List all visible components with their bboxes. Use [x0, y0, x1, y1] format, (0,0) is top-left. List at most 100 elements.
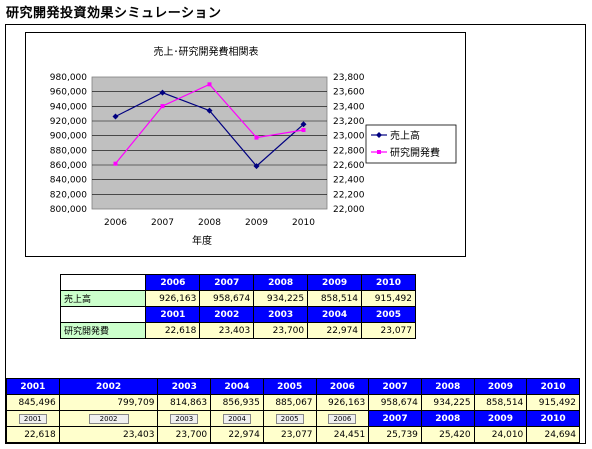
rd-cell[interactable]: 22,618 — [6, 426, 60, 443]
x-tick-label: 2007 — [151, 218, 174, 228]
year-header[interactable]: 2006 — [315, 378, 370, 395]
rd-cell[interactable]: 23,403 — [199, 322, 255, 339]
rd-cell[interactable]: 22,974 — [307, 322, 363, 339]
right-tick-label: 23,600 — [333, 88, 365, 98]
year-header[interactable]: 2009 — [473, 378, 528, 395]
year-button[interactable]: 2003 — [170, 413, 199, 424]
left-tick-label: 900,000 — [50, 132, 87, 142]
x-axis-ticks: 2006 2007 2008 2009 2010 — [104, 218, 315, 228]
data-point — [301, 128, 306, 133]
rd-cell[interactable]: 25,739 — [368, 426, 422, 443]
rd-cell[interactable]: 23,700 — [253, 322, 309, 339]
sales-cell[interactable]: 858,514 — [473, 394, 528, 411]
history-table: 2001 2002 2003 2004 2005 2006 2007 2008 2009 2010… — [6, 378, 580, 443]
sales-cell[interactable]: 856,935 — [210, 394, 264, 411]
table-row: 2001 2002 2003 2004 2005 2006 2007 2008 2009 2010 — [6, 410, 580, 427]
right-tick-label: 22,000 — [333, 205, 365, 215]
correlation-chart: 売上･研究開発費相関表 800,000 820,000 840,000 860,000… — [50, 45, 457, 247]
sales-cell[interactable]: 915,492 — [361, 290, 416, 307]
sales-cell[interactable]: 934,225 — [253, 290, 309, 307]
year-header[interactable]: 2001 — [145, 306, 201, 323]
year-header[interactable]: 2003 — [253, 306, 309, 323]
table-row: 売上高 926,163 958,674 934,225 858,514 915,… — [59, 290, 416, 307]
table-row: 2006 2007 2008 2009 2010 — [59, 274, 416, 291]
year-header[interactable]: 2005 — [262, 378, 317, 395]
rd-cell[interactable]: 23,077 — [262, 426, 317, 443]
rd-cell[interactable]: 23,700 — [157, 426, 212, 443]
year-header[interactable]: 2010 — [526, 410, 580, 427]
table-row: 2001 2002 2003 2004 2005 — [59, 306, 416, 323]
left-tick-label: 880,000 — [50, 146, 87, 156]
right-tick-label: 23,800 — [333, 73, 365, 83]
year-button[interactable]: 2005 — [275, 413, 304, 424]
year-button[interactable]: 2006 — [328, 413, 357, 424]
rd-cell[interactable]: 24,010 — [473, 426, 528, 443]
year-header[interactable]: 2008 — [420, 378, 475, 395]
year-header[interactable]: 2002 — [199, 306, 255, 323]
left-tick-label: 940,000 — [50, 102, 87, 112]
legend: 売上高 研究開発費 — [365, 124, 457, 164]
year-header[interactable]: 2004 — [307, 306, 363, 323]
summary-table: 2006 2007 2008 2009 2010 売上高 926,163 958… — [59, 274, 416, 339]
sales-cell[interactable]: 958,674 — [199, 290, 255, 307]
year-button-cell: 2006 — [315, 410, 370, 427]
year-header[interactable]: 2003 — [157, 378, 212, 395]
rd-cell[interactable]: 24,694 — [526, 426, 580, 443]
sales-cell[interactable]: 934,225 — [420, 394, 475, 411]
right-axis-ticks: 22,000 22,200 22,400 22,600 22,800 23,000 23,2… — [333, 73, 365, 215]
sales-cell[interactable]: 915,492 — [526, 394, 580, 411]
left-axis-ticks: 800,000 820,000 840,000 860,000 880,000 900,0… — [50, 73, 87, 215]
sales-cell[interactable]: 858,514 — [307, 290, 363, 307]
rd-cell[interactable]: 23,403 — [58, 426, 159, 443]
rd-cell[interactable]: 22,618 — [145, 322, 201, 339]
left-tick-label: 980,000 — [50, 73, 87, 83]
rd-cell[interactable]: 24,451 — [315, 426, 370, 443]
year-button[interactable]: 2002 — [88, 413, 129, 424]
sales-cell[interactable]: 814,863 — [157, 394, 212, 411]
series-lines — [112, 82, 307, 170]
sales-cell[interactable]: 926,163 — [145, 290, 201, 307]
sales-cell[interactable]: 845,496 — [6, 394, 60, 411]
year-header[interactable]: 2002 — [58, 378, 159, 395]
year-header[interactable]: 2010 — [361, 274, 416, 291]
year-button-cell: 2004 — [210, 410, 264, 427]
year-header[interactable]: 2004 — [210, 378, 264, 395]
chart-area[interactable]: 売上･研究開発費相関表 800,000 820,000 840,000 860,000… — [25, 32, 466, 257]
data-point — [300, 121, 307, 128]
year-header[interactable]: 2009 — [307, 274, 363, 291]
rd-label[interactable]: 研究開発費 — [59, 322, 147, 339]
year-button-cell: 2002 — [58, 410, 159, 427]
gridlines — [92, 91, 327, 195]
year-header[interactable]: 2010 — [526, 378, 580, 395]
right-tick-label: 22,600 — [333, 161, 365, 171]
year-header[interactable]: 2001 — [6, 378, 60, 395]
table-row: 845,496 799,709 814,863 856,935 885,067 926,1… — [6, 394, 580, 411]
rd-cell[interactable]: 25,420 — [420, 426, 475, 443]
year-header[interactable]: 2007 — [368, 410, 422, 427]
sales-label[interactable]: 売上高 — [59, 290, 147, 307]
table-cell-blank — [59, 274, 147, 291]
year-header[interactable]: 2008 — [420, 410, 475, 427]
year-header[interactable]: 2008 — [253, 274, 309, 291]
x-tick-label: 2006 — [104, 218, 127, 228]
year-button-cell: 2003 — [157, 410, 212, 427]
x-axis-label: 年度 — [192, 234, 212, 247]
rd-cell[interactable]: 23,077 — [361, 322, 416, 339]
left-tick-label: 860,000 — [50, 161, 87, 171]
sales-cell[interactable]: 926,163 — [315, 394, 370, 411]
data-point — [253, 163, 260, 170]
year-button[interactable]: 2001 — [18, 413, 47, 424]
sales-cell[interactable]: 799,709 — [58, 394, 159, 411]
legend-marker-rd — [377, 150, 381, 154]
year-header[interactable]: 2007 — [368, 378, 422, 395]
right-tick-label: 23,000 — [333, 132, 365, 142]
year-header[interactable]: 2006 — [145, 274, 201, 291]
rd-cell[interactable]: 22,974 — [210, 426, 264, 443]
year-header[interactable]: 2009 — [473, 410, 528, 427]
year-header[interactable]: 2007 — [199, 274, 255, 291]
sales-cell[interactable]: 958,674 — [368, 394, 422, 411]
sales-cell[interactable]: 885,067 — [262, 394, 317, 411]
year-button[interactable]: 2004 — [223, 413, 251, 424]
right-tick-label: 23,200 — [333, 117, 365, 127]
year-header[interactable]: 2005 — [361, 306, 416, 323]
